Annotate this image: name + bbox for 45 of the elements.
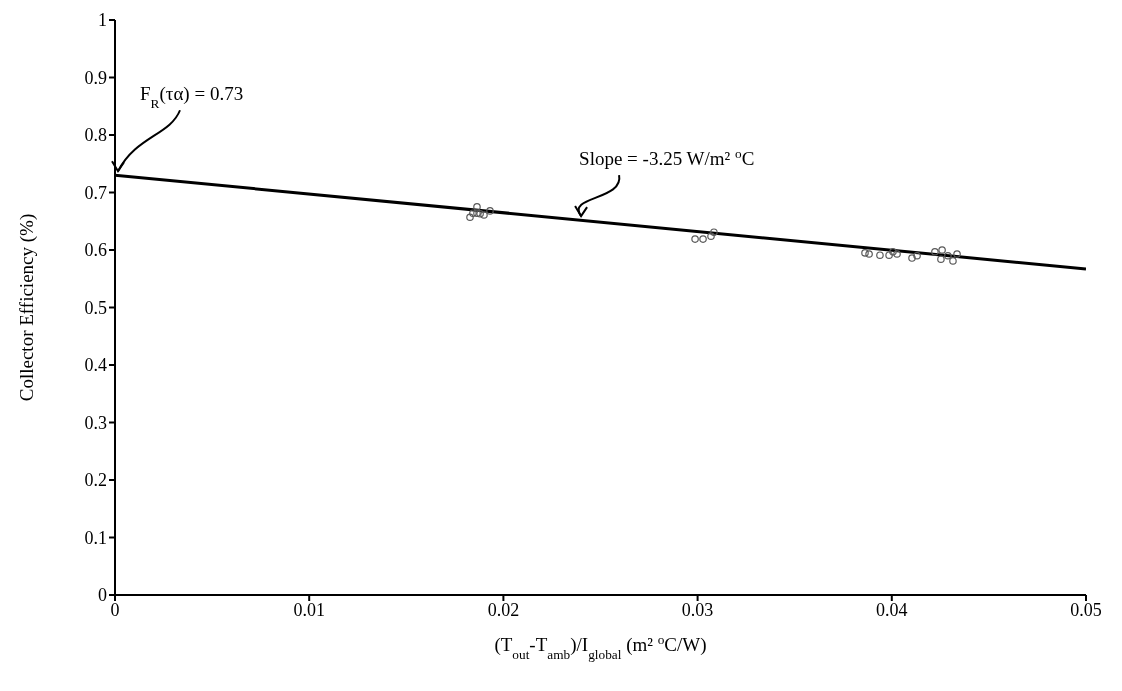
point xyxy=(691,235,699,243)
y-axis-title: Collector Efficiency (%) xyxy=(16,213,38,402)
point xyxy=(486,207,494,215)
y-tick-label: 0.1 xyxy=(84,527,107,548)
point xyxy=(466,213,474,222)
point xyxy=(861,249,869,257)
y-tick-label: 0.9 xyxy=(84,67,107,88)
point xyxy=(949,257,957,265)
annotation: Slope = -3.25 W/m² $^{o}$C xyxy=(579,145,755,170)
point xyxy=(707,232,715,240)
point xyxy=(885,251,893,259)
point xyxy=(953,250,961,258)
point xyxy=(473,209,481,217)
point xyxy=(908,254,916,262)
y-tick-label: 0.7 xyxy=(84,182,107,203)
y-tick-label: 1 xyxy=(98,10,107,31)
point xyxy=(944,251,952,260)
y-tick-label: 0.6 xyxy=(84,240,107,261)
text: (T$_{out}$-T$_{amb}$)/I$_{global}$ (m² $^{o}$C/W) xyxy=(494,631,707,662)
y-tick-label: 0.4 xyxy=(84,355,107,376)
y-tick-label: 0.2 xyxy=(84,470,107,491)
point xyxy=(913,251,921,260)
point xyxy=(699,235,707,243)
point xyxy=(893,250,901,258)
point xyxy=(710,228,718,236)
point xyxy=(480,211,488,219)
point xyxy=(865,250,873,258)
point xyxy=(476,209,484,218)
x-tick-label: 0.05 xyxy=(1070,599,1102,620)
x-tick-label: 0.03 xyxy=(681,599,714,620)
y-tick-label: 0 xyxy=(98,585,107,606)
x-tick-label: 0.02 xyxy=(487,599,520,620)
point xyxy=(938,246,946,254)
point xyxy=(469,209,477,217)
point xyxy=(473,203,481,211)
point xyxy=(889,247,897,256)
y-tick-label: 0.3 xyxy=(84,412,107,433)
annotation: F$_{R}$(τα) = 0.73 xyxy=(140,83,244,111)
point xyxy=(876,251,884,259)
y-tick-label: 0.5 xyxy=(84,297,107,318)
point xyxy=(937,255,945,263)
point xyxy=(931,247,939,256)
x-tick-label: 0.01 xyxy=(293,599,325,620)
x-tick-label: 0.04 xyxy=(876,599,908,620)
y-tick-label: 0.8 xyxy=(84,125,107,146)
